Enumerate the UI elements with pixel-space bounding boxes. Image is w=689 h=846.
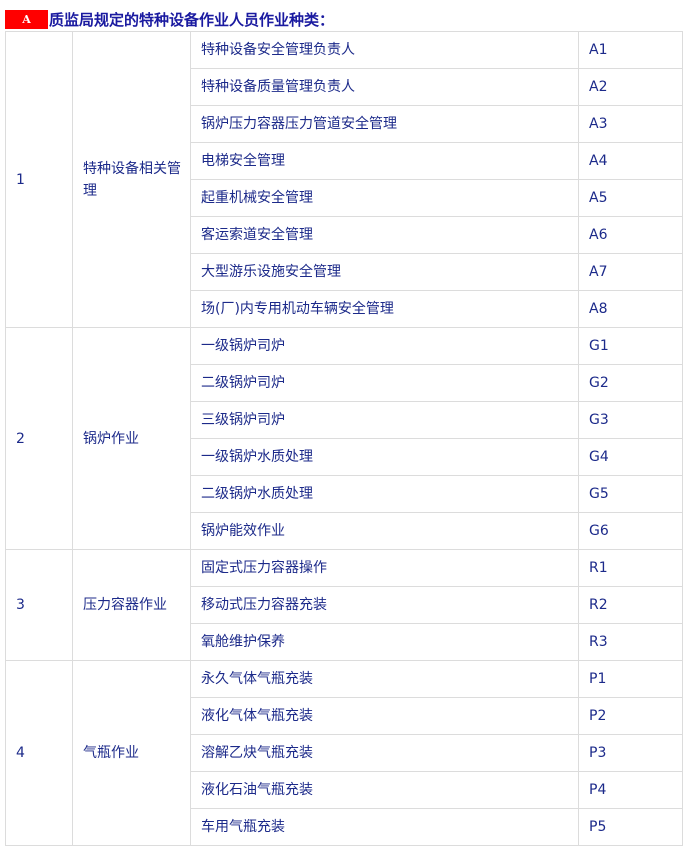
table-row: 起重机械安全管理 A5 xyxy=(6,179,683,217)
table-row: 氧舱维护保养 R3 xyxy=(6,623,683,661)
item-name: 三级锅炉司炉 xyxy=(190,401,579,439)
item-code: A4 xyxy=(578,142,683,180)
table-row: 锅炉压力容器压力管道安全管理 A3 xyxy=(6,105,683,143)
group-name: 锅炉作业 xyxy=(72,327,191,550)
table-row: 液化石油气瓶充装 P4 xyxy=(6,771,683,809)
table-row: 1 特种设备相关管理 特种设备安全管理负责人 A1 xyxy=(5,31,683,328)
item-name: 大型游乐设施安全管理 xyxy=(190,253,579,291)
item-code: P1 xyxy=(578,660,683,698)
item-name: 二级锅炉水质处理 xyxy=(190,475,579,513)
item-name: 锅炉能效作业 xyxy=(190,512,579,550)
table-row: 2 锅炉作业 一级锅炉司炉 G1 xyxy=(5,327,683,550)
item-code: G4 xyxy=(578,438,683,476)
item-name: 车用气瓶充装 xyxy=(190,808,579,846)
item-code: A1 xyxy=(578,31,683,69)
item-name: 溶解乙炔气瓶充装 xyxy=(190,734,579,772)
section-heading: 质监局规定的特种设备作业人员作业种类： xyxy=(49,10,335,29)
item-code: A8 xyxy=(578,290,683,328)
item-name: 特种设备安全管理负责人 xyxy=(190,31,579,69)
item-code: R2 xyxy=(578,586,683,624)
item-name: 特种设备质量管理负责人 xyxy=(190,68,579,106)
group-name: 压力容器作业 xyxy=(72,549,191,661)
item-name: 起重机械安全管理 xyxy=(190,179,579,217)
item-code: G1 xyxy=(578,327,683,365)
table-row: 锅炉能效作业 G6 xyxy=(6,512,683,550)
table-row: 二级锅炉司炉 G2 xyxy=(6,364,683,402)
item-code: P5 xyxy=(578,808,683,846)
group-name: 气瓶作业 xyxy=(72,660,191,846)
item-name: 固定式压力容器操作 xyxy=(190,549,579,587)
section-title: A 质监局规定的特种设备作业人员作业种类： xyxy=(5,9,334,29)
group-number: 2 xyxy=(5,327,73,550)
item-code: G5 xyxy=(578,475,683,513)
item-name: 液化石油气瓶充装 xyxy=(190,771,579,809)
group-number: 3 xyxy=(5,549,73,661)
item-name: 场(厂)内专用机动车辆安全管理 xyxy=(190,290,579,328)
item-code: R3 xyxy=(578,623,683,661)
table-row: 二级锅炉水质处理 G5 xyxy=(6,475,683,513)
item-name: 移动式压力容器充装 xyxy=(190,586,579,624)
item-name: 锅炉压力容器压力管道安全管理 xyxy=(190,105,579,143)
operation-category-table: 1 特种设备相关管理 特种设备安全管理负责人 A1 特种设备质量管理负责人 A2 锅炉压力容… xyxy=(5,31,683,846)
table-row: 液化气体气瓶充装 P2 xyxy=(6,697,683,735)
table-row: 3 压力容器作业 固定式压力容器操作 R1 xyxy=(5,549,683,661)
item-code: P3 xyxy=(578,734,683,772)
table-row: 三级锅炉司炉 G3 xyxy=(6,401,683,439)
item-code: G2 xyxy=(578,364,683,402)
item-code: P2 xyxy=(578,697,683,735)
group-number: 1 xyxy=(5,31,73,328)
section-badge: A xyxy=(5,9,48,29)
item-name: 氧舱维护保养 xyxy=(190,623,579,661)
item-code: G3 xyxy=(578,401,683,439)
item-code: A2 xyxy=(578,68,683,106)
table-row: 大型游乐设施安全管理 A7 xyxy=(6,253,683,291)
item-code: A7 xyxy=(578,253,683,291)
table-row: 溶解乙炔气瓶充装 P3 xyxy=(6,734,683,772)
item-code: A3 xyxy=(578,105,683,143)
table-row: 4 气瓶作业 永久气体气瓶充装 P1 xyxy=(5,660,683,846)
group-name: 特种设备相关管理 xyxy=(72,31,191,328)
item-code: A6 xyxy=(578,216,683,254)
item-code: A5 xyxy=(578,179,683,217)
item-code: P4 xyxy=(578,771,683,809)
item-name: 液化气体气瓶充装 xyxy=(190,697,579,735)
item-name: 电梯安全管理 xyxy=(190,142,579,180)
item-name: 一级锅炉水质处理 xyxy=(190,438,579,476)
table-row: 移动式压力容器充装 R2 xyxy=(6,586,683,624)
item-name: 一级锅炉司炉 xyxy=(190,327,579,365)
table-row: 电梯安全管理 A4 xyxy=(6,142,683,180)
item-name: 永久气体气瓶充装 xyxy=(190,660,579,698)
table-row: 客运索道安全管理 A6 xyxy=(6,216,683,254)
table-row: 场(厂)内专用机动车辆安全管理 A8 xyxy=(6,290,683,328)
table-row: 特种设备质量管理负责人 A2 xyxy=(6,68,683,106)
item-code: R1 xyxy=(578,549,683,587)
item-name: 二级锅炉司炉 xyxy=(190,364,579,402)
group-number: 4 xyxy=(5,660,73,846)
item-code: G6 xyxy=(578,512,683,550)
item-name: 客运索道安全管理 xyxy=(190,216,579,254)
